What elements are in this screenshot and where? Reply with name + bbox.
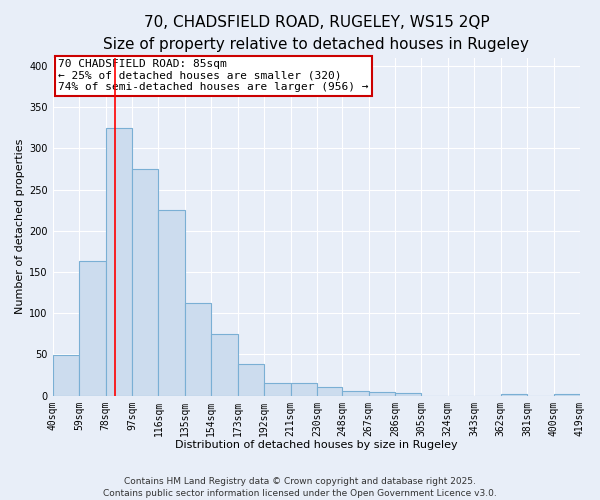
Text: Contains HM Land Registry data © Crown copyright and database right 2025.
Contai: Contains HM Land Registry data © Crown c…: [103, 476, 497, 498]
Bar: [317, 388, 342, 396]
Bar: [500, 394, 527, 396]
Bar: [368, 392, 395, 396]
Title: 70, CHADSFIELD ROAD, RUGELEY, WS15 2QP
Size of property relative to detached hou: 70, CHADSFIELD ROAD, RUGELEY, WS15 2QP S…: [103, 15, 529, 52]
Bar: [290, 382, 317, 396]
Bar: [132, 169, 158, 396]
Bar: [395, 393, 421, 396]
Bar: [342, 391, 368, 396]
Bar: [79, 262, 106, 396]
Bar: [158, 210, 185, 396]
Bar: [554, 394, 580, 396]
Bar: [53, 356, 79, 396]
Y-axis label: Number of detached properties: Number of detached properties: [15, 139, 25, 314]
Bar: [211, 334, 238, 396]
Text: 70 CHADSFIELD ROAD: 85sqm
← 25% of detached houses are smaller (320)
74% of semi: 70 CHADSFIELD ROAD: 85sqm ← 25% of detac…: [58, 59, 368, 92]
Bar: [185, 304, 211, 396]
Bar: [238, 364, 264, 396]
Bar: [264, 382, 290, 396]
X-axis label: Distribution of detached houses by size in Rugeley: Distribution of detached houses by size …: [175, 440, 458, 450]
Bar: [106, 128, 132, 396]
